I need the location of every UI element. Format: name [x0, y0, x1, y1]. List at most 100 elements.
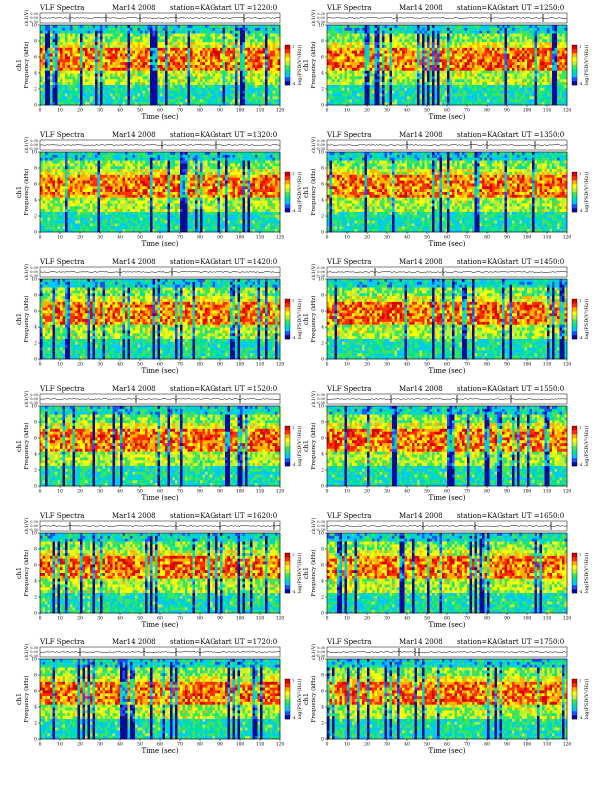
spectrogram-cell: [547, 62, 550, 65]
spectrogram-cell: [43, 71, 46, 74]
spectrogram-cell: [372, 88, 375, 91]
spectrogram-cell: [437, 54, 440, 57]
spectrogram-cell: [385, 74, 388, 77]
spectrogram-cell: [482, 31, 485, 34]
spectrogram-cell: [332, 59, 335, 62]
spectrogram-cell: [450, 79, 453, 82]
spectrogram-cell: [435, 45, 438, 48]
spectrogram-cell: [270, 39, 273, 42]
spectrogram-cell: [200, 48, 203, 51]
spectrogram-cell: [440, 68, 443, 71]
spectrogram-cell: [118, 99, 121, 102]
spectrogram-cell: [350, 25, 353, 28]
spectrogram-cell: [340, 45, 343, 48]
spectrogram-cell: [238, 71, 241, 74]
spectrogram-cell: [185, 65, 188, 68]
spectrogram-cell: [135, 48, 138, 51]
spectrogram-cell: [90, 42, 93, 45]
spectrogram-cell: [350, 42, 353, 45]
spectrogram-cell: [377, 25, 380, 28]
spectrogram-cell: [80, 25, 83, 28]
spectrogram-cell: [427, 51, 430, 54]
spectrogram-cell: [405, 54, 408, 57]
spectrogram-cell: [140, 34, 143, 37]
spectrogram-cell: [275, 31, 278, 34]
x-tick-label: 110: [256, 108, 265, 114]
spectrogram-cell: [183, 96, 186, 99]
spectrogram-cell: [445, 28, 448, 31]
spectrogram-cell: [225, 39, 228, 42]
spectrogram-cell: [445, 68, 448, 71]
spectrogram-cell: [103, 62, 106, 65]
spectrogram-cell: [68, 94, 71, 97]
spectrogram-cell: [510, 88, 513, 91]
spectrogram-cell: [357, 36, 360, 39]
spectrogram-cell: [80, 76, 83, 79]
spectrogram-cell: [155, 96, 158, 99]
spectrogram-cell: [135, 56, 138, 59]
spectrogram-cell: [432, 42, 435, 45]
spectrogram-cell: [530, 71, 533, 74]
spectrogram-cell: [355, 56, 358, 59]
spectrogram-cell: [43, 34, 46, 37]
spectrogram-cell: [505, 76, 508, 79]
spectrogram-cell: [143, 54, 146, 57]
spectrogram-cell: [115, 85, 118, 88]
spectrogram-cell: [452, 65, 455, 68]
spectrogram-cell: [490, 31, 493, 34]
spectrogram-cell: [120, 54, 123, 57]
spectrogram-cell: [337, 88, 340, 91]
spectrogram-cell: [85, 36, 88, 39]
spectrogram-cell: [407, 74, 410, 77]
spectrogram-cell: [148, 39, 151, 42]
spectrogram-cell: [253, 79, 256, 82]
spectrogram-cell: [437, 42, 440, 45]
spectrogram-cell: [435, 34, 438, 37]
spectrogram-cell: [220, 85, 223, 88]
spectrogram-cell: [472, 31, 475, 34]
spectrogram-cell: [78, 94, 81, 97]
spectrogram-cell: [200, 36, 203, 39]
spectrogram-cell: [165, 76, 168, 79]
spectrogram-cell: [392, 54, 395, 57]
spectrogram-cell: [255, 79, 258, 82]
spectrogram-cell: [432, 59, 435, 62]
spectrogram-cell: [382, 74, 385, 77]
spectrogram-cell: [110, 91, 113, 94]
spectrogram-cell: [350, 59, 353, 62]
spectrogram-cell: [470, 25, 473, 28]
spectrogram-cell: [208, 42, 211, 45]
spectrogram-cell: [60, 39, 63, 42]
spectrogram-cell: [155, 82, 158, 85]
spectrogram-cell: [540, 25, 543, 28]
spectrogram-cell: [440, 42, 443, 45]
spectrogram-cell: [540, 48, 543, 51]
spectrogram-cell: [155, 31, 158, 34]
spectrogram-cell: [240, 65, 243, 68]
spectrogram-cell: [163, 68, 166, 71]
spectrogram-cell: [357, 59, 360, 62]
spectrogram-cell: [497, 88, 500, 91]
spectrogram-cell: [327, 45, 330, 48]
spectrogram-cell: [213, 99, 216, 102]
spectrogram-cell: [422, 88, 425, 91]
spectrogram-cell: [263, 82, 266, 85]
spectrogram-cell: [203, 51, 206, 54]
spectrogram-cell: [163, 79, 166, 82]
spectrogram-cell: [113, 34, 116, 37]
spectrogram-cell: [562, 31, 565, 34]
spectrogram-cell: [193, 34, 196, 37]
spectrogram-cell: [110, 51, 113, 54]
spectrogram-cell: [238, 28, 241, 31]
spectrogram-cell: [545, 34, 548, 37]
spectrogram-cell: [447, 48, 450, 51]
spectrogram-cell: [165, 88, 168, 91]
spectrogram-cell: [223, 74, 226, 77]
spectrogram-cell: [445, 71, 448, 74]
spectrogram-cell: [502, 71, 505, 74]
spectrogram-cell: [273, 82, 276, 85]
spectrogram-cell: [260, 31, 263, 34]
spectrogram-cell: [472, 25, 475, 28]
spectrogram-cell: [515, 82, 518, 85]
spectrogram-cell: [485, 62, 488, 65]
